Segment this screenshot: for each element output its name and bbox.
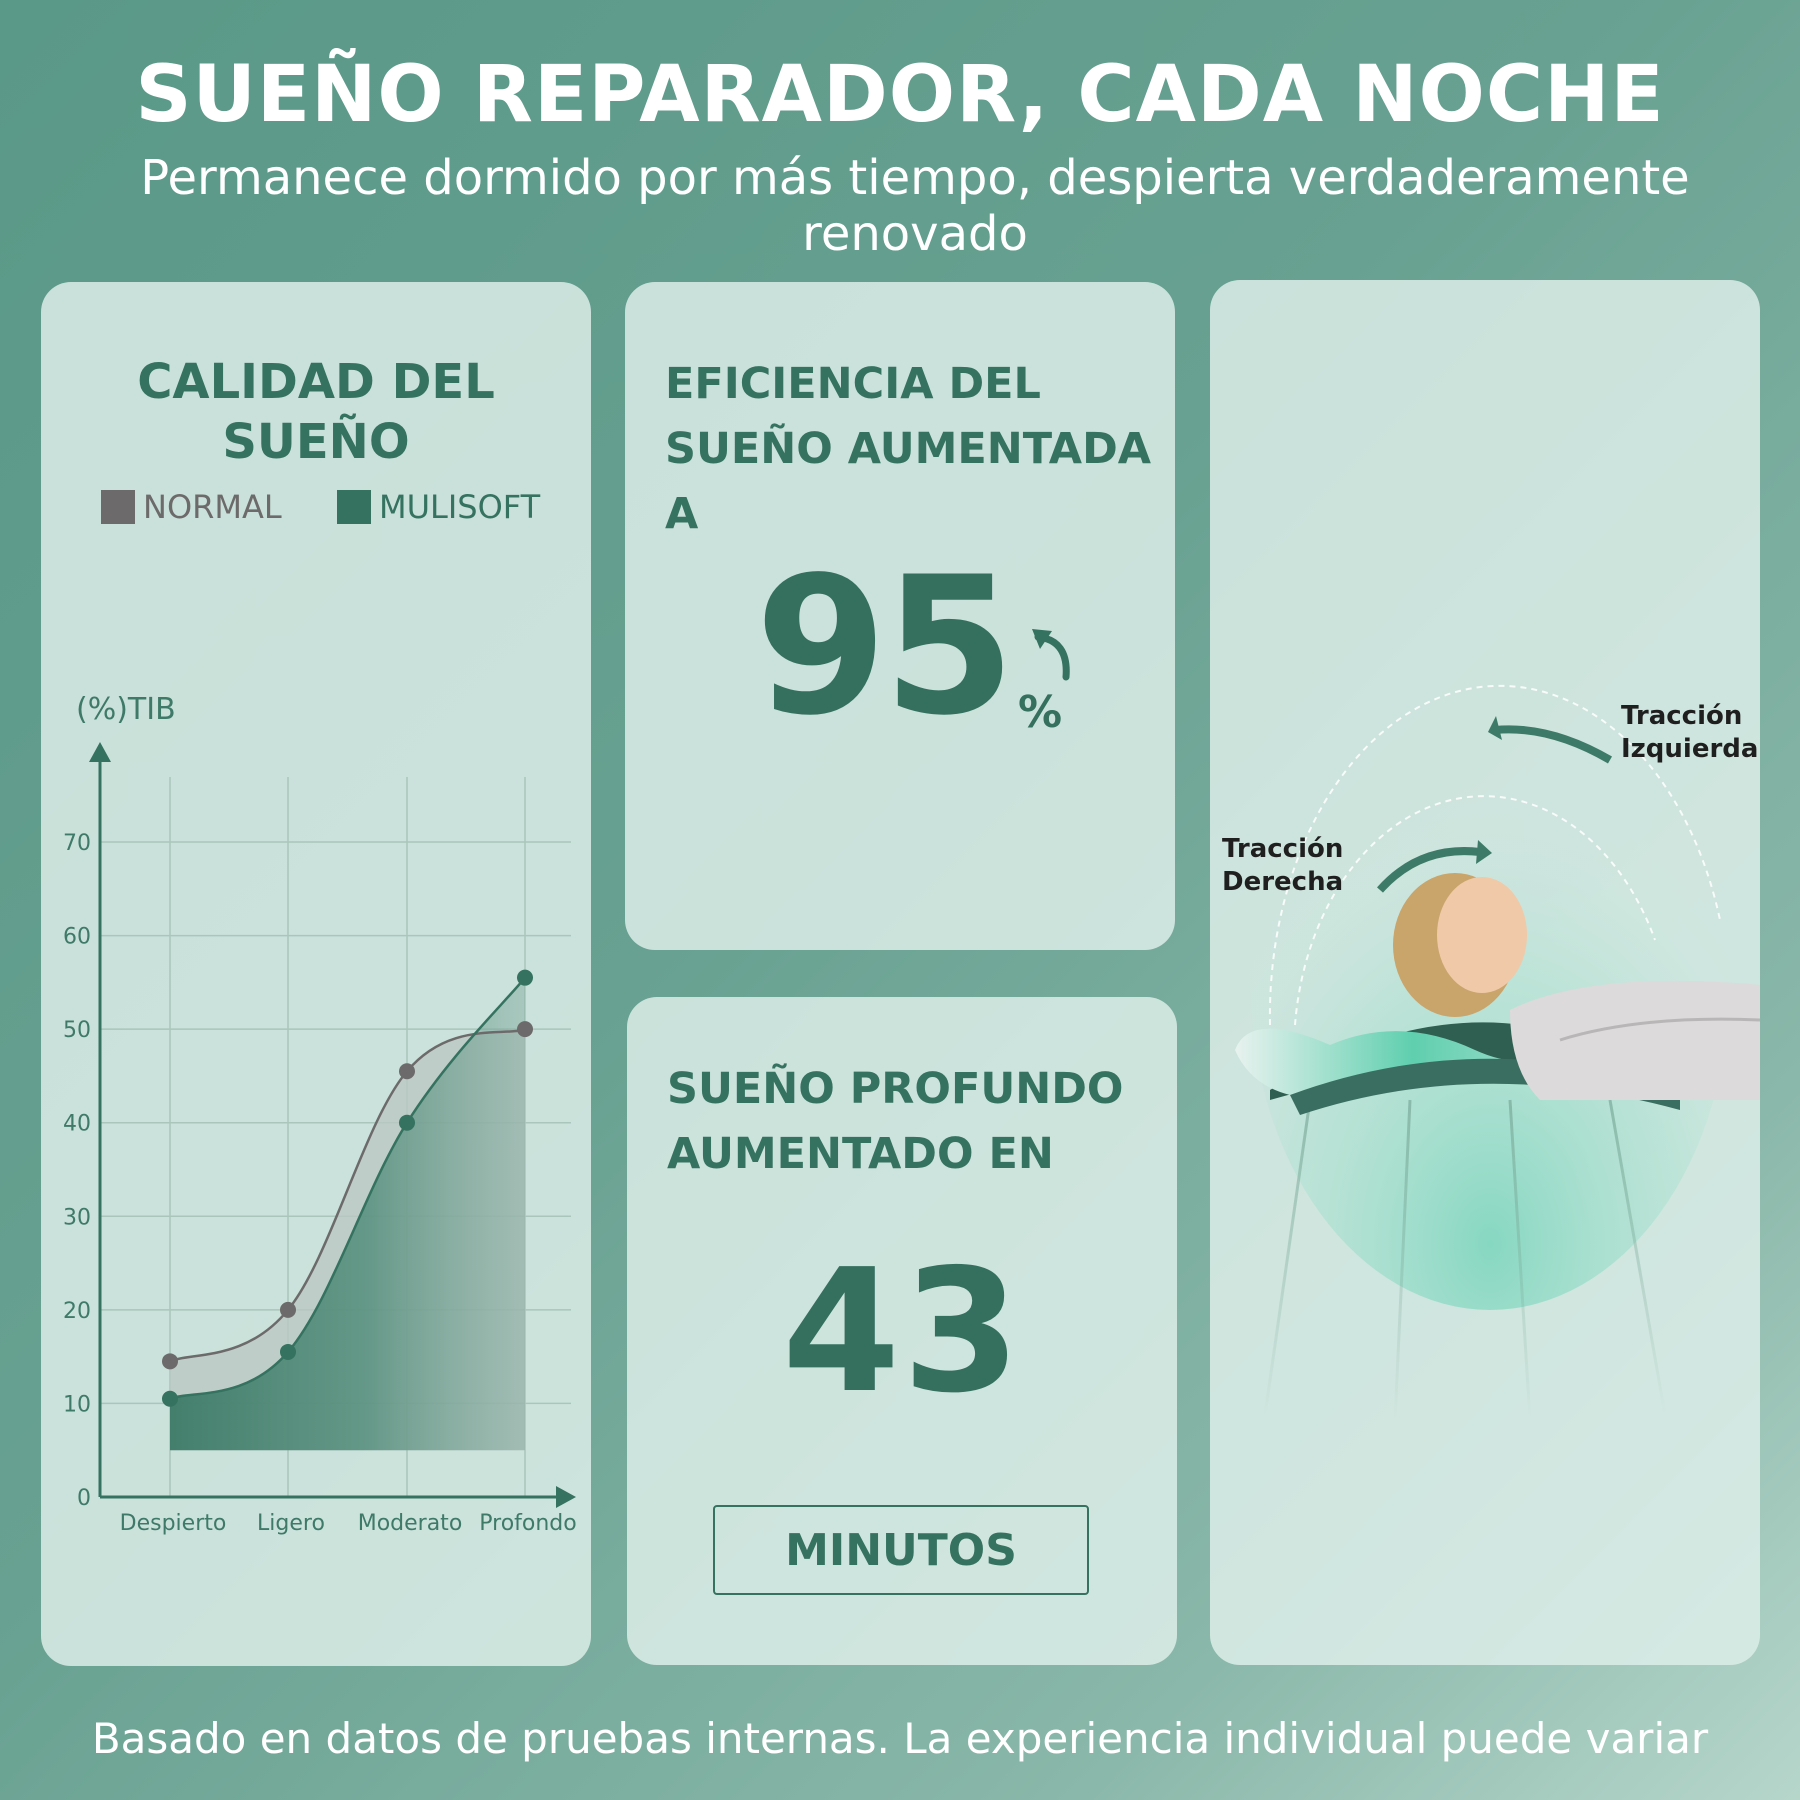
- sleep-quality-chart: 0 10 20 30 40 50 60 70 Despierto Ligero Moderato Pr…: [63, 692, 577, 1536]
- y-tick-label: 10: [63, 1392, 91, 1417]
- point-normal-profondo: [517, 1021, 533, 1038]
- y-tick-label: 40: [63, 1112, 91, 1137]
- efficiency-panel: EFICIENCIA DEL SUEÑO AUMENTADA A 95 %: [625, 282, 1175, 950]
- point-normal-moderato: [399, 1063, 415, 1080]
- chart-points: [162, 969, 533, 1407]
- x-tick-label: Despierto: [120, 1511, 227, 1536]
- point-mulisoft-profondo: [517, 969, 533, 986]
- point-mulisoft-ligero: [280, 1343, 296, 1360]
- series-mulisoft-area: [170, 977, 525, 1451]
- series-normal-line: [169, 1027, 526, 1363]
- series-mulisoft-line: [169, 976, 526, 1400]
- up-arrow-icon: [1032, 629, 1070, 681]
- y-tick-label: 70: [63, 831, 91, 856]
- person-body: [1510, 980, 1760, 1100]
- chart-axes: [89, 742, 576, 1508]
- y-tick-label: 60: [63, 925, 91, 950]
- traction-right-label: Tracción Derecha: [1222, 834, 1344, 897]
- legend-mulisoft: MULISOFT: [337, 488, 540, 526]
- efficiency-title: EFICIENCIA DEL SUEÑO AUMENTADA A: [665, 359, 1152, 539]
- x-axis-arrow-icon: [556, 1486, 576, 1508]
- quality-title: CALIDAD DEL SUEÑO: [137, 354, 495, 470]
- y-tick-label: 30: [63, 1205, 91, 1230]
- legend-mulisoft-label: MULISOFT: [379, 488, 541, 526]
- y-axis-arrow-icon: [89, 742, 111, 762]
- pillow-illustration-panel: Tracción Izquierda Tracción Derecha: [1210, 280, 1760, 1665]
- pillow-illustration: [1210, 650, 1760, 1421]
- chart-areas: [169, 976, 526, 1451]
- point-mulisoft-moderato: [399, 1114, 415, 1131]
- x-tick-label: Profondo: [479, 1511, 576, 1536]
- x-tick-label: Moderato: [358, 1511, 463, 1536]
- page-title: SUEÑO REPARADOR, CADA NOCHE: [135, 50, 1665, 140]
- sleep-quality-panel: CALIDAD DEL SUEÑO NORMAL MULISOFT 0 10 20 3…: [41, 282, 591, 1666]
- legend-normal-swatch: [101, 490, 135, 524]
- deep-sleep-title: SUEÑO PROFUNDO AUMENTADO EN: [667, 1064, 1124, 1179]
- y-tick-label: 50: [63, 1018, 91, 1043]
- legend-normal-label: NORMAL: [143, 488, 282, 526]
- efficiency-value: 95: [755, 536, 1015, 757]
- traction-left-label: Tracción Izquierda: [1621, 701, 1759, 764]
- y-axis-label: (%)TIB: [76, 692, 176, 727]
- person-face: [1437, 877, 1527, 993]
- traction-arc-inner: [1294, 795, 1656, 1026]
- left-traction-arrow-icon: [1494, 725, 1613, 764]
- point-mulisoft-despierto: [162, 1390, 178, 1407]
- x-tick-label: Ligero: [257, 1511, 325, 1536]
- right-traction-arrow-icon: [1377, 847, 1481, 893]
- efficiency-unit: %: [1018, 687, 1063, 738]
- footnote: Basado en datos de pruebas internas. La …: [91, 1714, 1709, 1763]
- deep-sleep-value: 43: [782, 1233, 1023, 1431]
- point-normal-ligero: [280, 1301, 296, 1318]
- y-tick-label: 0: [77, 1486, 91, 1511]
- y-tick-label: 20: [63, 1299, 91, 1324]
- legend-mulisoft-swatch: [337, 490, 371, 524]
- deep-sleep-panel: SUEÑO PROFUNDO AUMENTADO EN 43 MINUTOS: [627, 997, 1177, 1665]
- traction-arc-outer: [1268, 684, 1721, 1026]
- point-normal-despierto: [162, 1353, 178, 1370]
- legend-normal: NORMAL: [101, 488, 282, 526]
- minutes-label: MINUTOS: [713, 1505, 1089, 1595]
- page-subtitle: Permanece dormido por más tiempo, despie…: [140, 150, 1690, 262]
- chart-labels: 0 10 20 30 40 50 60 70 Despierto Ligero Moderato Pr…: [63, 692, 577, 1536]
- floor-grid: [1210, 1099, 1760, 1421]
